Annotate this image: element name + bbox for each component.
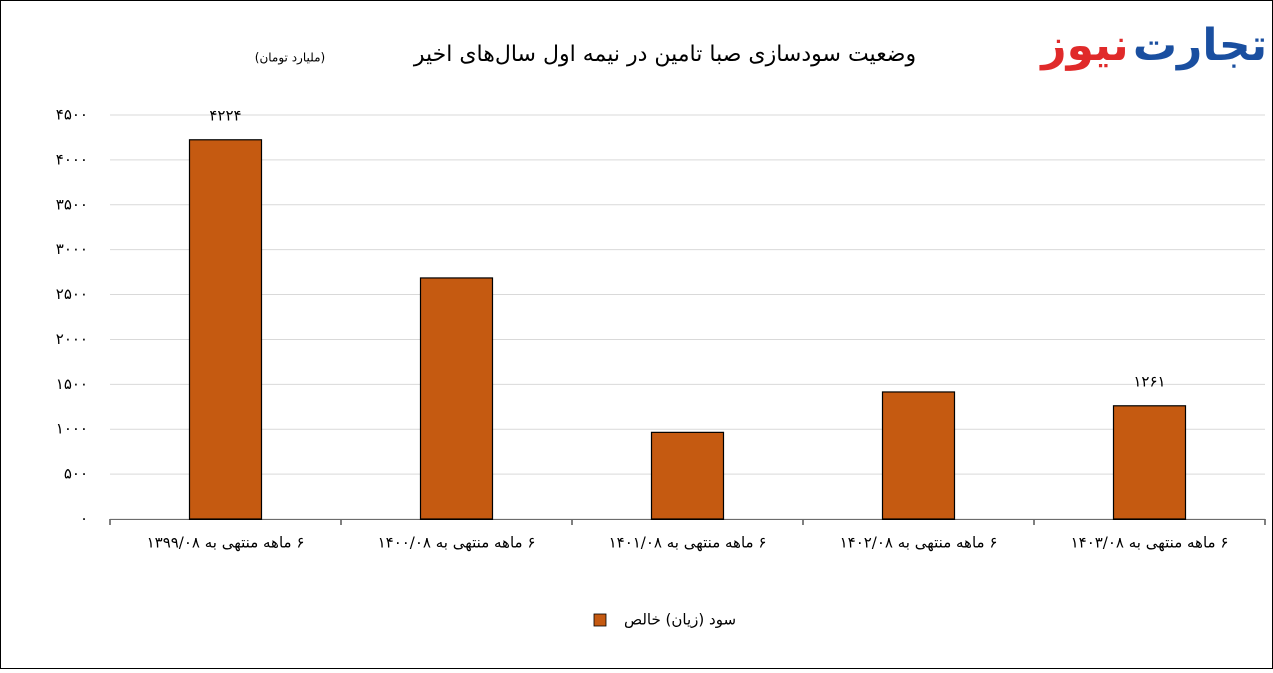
logo-second: نیوز: [1039, 20, 1128, 71]
chart-subtitle: (ملیارد تومان): [255, 51, 325, 66]
bar: [1112, 405, 1187, 520]
y-tick-label: ۲۵۰۰: [56, 285, 88, 303]
bar: [188, 139, 263, 520]
y-tick-label: ۲۰۰۰: [56, 330, 88, 348]
y-tick-label: ۴۵۰۰: [56, 106, 88, 124]
x-tick-label: ۶ ماهه منتهی به ۱۴۰۲/۰۸: [840, 534, 998, 552]
chart-title: وضعیت سودسازی صبا تامین در نیمه اول سال‌…: [413, 42, 916, 67]
y-tick-label: ۱۰۰۰: [56, 420, 88, 438]
data-label: ۱۲۶۱: [1133, 372, 1165, 390]
x-tick-label: ۶ ماهه منتهی به ۱۴۰۱/۰۸: [609, 534, 767, 552]
logo-first: تجارت: [1133, 20, 1267, 71]
y-tick-label: ۴۰۰۰: [56, 150, 88, 168]
legend-swatch: [593, 613, 607, 627]
x-tick-label: ۶ ماهه منتهی به ۱۴۰۳/۰۸: [1071, 534, 1229, 552]
y-tick-label: ۱۵۰۰: [56, 375, 88, 393]
bar: [881, 391, 956, 520]
y-tick-label: ۵۰۰: [64, 465, 88, 483]
y-tick-label: ۳۵۰۰: [56, 195, 88, 213]
y-tick-label: ۰: [80, 510, 88, 528]
legend-label: سود (زیان) خالص: [624, 611, 736, 629]
bar: [650, 431, 725, 520]
y-tick-label: ۳۰۰۰: [56, 240, 88, 258]
data-label: ۴۲۲۴: [209, 106, 241, 124]
x-tick-label: ۶ ماهه منتهی به ۱۴۰۰/۰۸: [378, 534, 536, 552]
bar: [419, 277, 494, 520]
x-tick-label: ۶ ماهه منتهی به ۱۳۹۹/۰۸: [147, 534, 305, 552]
